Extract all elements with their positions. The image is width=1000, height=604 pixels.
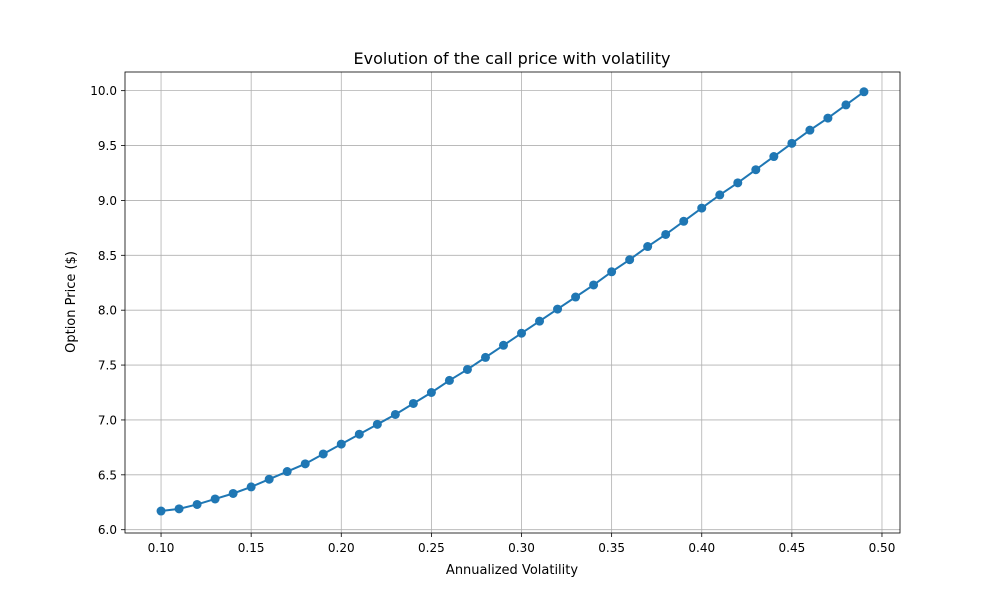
data-point [462,364,472,374]
data-point [805,125,815,135]
data-point [751,165,761,175]
y-axis-ticks: 6.0 6.5 7.0 7.5 8.0 8.5 9.0 9.5 10.0 [90,84,125,537]
y-tick-label: 6.0 [98,523,117,537]
data-point [156,506,166,516]
y-tick-label: 8.0 [98,304,117,318]
data-point [535,316,545,326]
data-point [246,482,256,492]
data-point [769,152,779,162]
data-point [679,216,689,226]
x-tick-label: 0.40 [688,541,715,555]
data-point [264,474,274,484]
data-point [571,292,581,302]
data-point [733,178,743,188]
y-tick-label: 6.5 [98,468,117,482]
series-group [156,87,869,516]
data-point [336,439,346,449]
data-point [282,467,292,477]
y-tick-label: 9.5 [98,139,117,153]
data-point [715,190,725,200]
data-point [210,494,220,504]
data-point [444,375,454,385]
data-point [372,419,382,429]
data-point [841,100,851,110]
data-point [174,504,184,514]
data-point [859,87,869,97]
data-point [300,459,310,469]
data-point [408,398,418,408]
data-point [318,449,328,459]
data-point [607,267,617,277]
chart-title: Evolution of the call price with volatil… [354,49,671,68]
data-point [480,352,490,362]
data-point [643,242,653,252]
plot-area-frame [124,71,901,534]
y-tick-label: 8.5 [98,249,117,263]
data-point [192,499,202,509]
data-point [697,203,707,213]
x-tick-label: 0.45 [779,541,806,555]
y-axis-label: Option Price ($) [64,251,79,353]
data-point [354,429,364,439]
series-line [160,90,865,513]
y-tick-label: 9.0 [98,194,117,208]
data-point [426,388,436,398]
data-point [390,409,400,419]
data-point [553,304,563,314]
y-tick-label: 10.0 [90,84,117,98]
data-point [517,328,527,338]
x-tick-label: 0.10 [148,541,175,555]
x-tick-label: 0.15 [238,541,265,555]
x-tick-label: 0.20 [328,541,355,555]
x-axis-ticks: 0.10 0.15 0.20 0.25 0.30 0.35 0.40 0.45 0.50 [148,533,896,555]
x-tick-label: 0.25 [418,541,445,555]
y-tick-label: 7.0 [98,413,117,427]
x-tick-label: 0.50 [869,541,896,555]
data-point [228,488,238,498]
x-tick-label: 0.35 [598,541,625,555]
data-point [823,113,833,123]
data-point [498,340,508,350]
x-axis-label: Annualized Volatility [446,563,578,578]
grid-lines [125,72,900,533]
data-point [661,229,671,239]
data-point [625,255,635,265]
y-tick-label: 7.5 [98,359,117,373]
data-point [787,138,797,148]
x-tick-label: 0.30 [508,541,535,555]
data-point [589,280,599,290]
